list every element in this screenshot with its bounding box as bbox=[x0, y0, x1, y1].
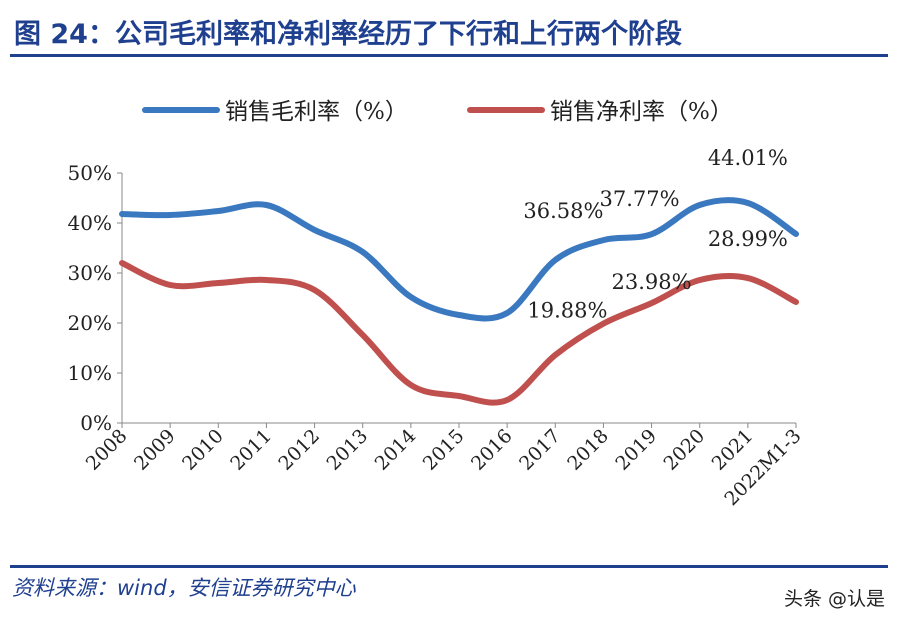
legend-label-0: 销售毛利率（%） bbox=[225, 99, 408, 125]
y-tick-label: 30% bbox=[68, 261, 112, 285]
data-label: 28.99% bbox=[708, 227, 788, 251]
legend-label-1: 销售净利率（%） bbox=[550, 99, 733, 125]
x-tick-label: 2019 bbox=[611, 425, 661, 475]
x-tick-label: 2012 bbox=[274, 425, 324, 475]
x-tick-label: 2010 bbox=[178, 425, 228, 475]
data-label: 37.77% bbox=[600, 187, 680, 211]
y-tick-label: 10% bbox=[68, 361, 112, 385]
y-tick-label: 20% bbox=[68, 311, 112, 335]
data-label: 19.88% bbox=[527, 299, 607, 323]
line-chart: 0%10%20%30%40%50%20082009201020112012201… bbox=[68, 99, 806, 510]
x-tick-label: 2020 bbox=[659, 425, 709, 475]
x-tick-label: 2015 bbox=[419, 425, 469, 475]
y-tick-label: 50% bbox=[68, 161, 112, 185]
x-tick-label: 2016 bbox=[467, 425, 517, 475]
data-label: 44.01% bbox=[708, 146, 788, 170]
figure-title: 图 24：公司毛利率和净利率经历了下行和上行两个阶段 bbox=[14, 19, 682, 50]
x-tick-label: 2009 bbox=[130, 425, 180, 475]
x-tick-label: 2013 bbox=[322, 425, 372, 475]
data-label: 36.58% bbox=[523, 199, 603, 223]
x-tick-label: 2011 bbox=[226, 425, 276, 475]
data-label: 23.98% bbox=[612, 270, 692, 294]
x-tick-label: 2017 bbox=[515, 425, 565, 475]
y-tick-label: 0% bbox=[80, 411, 112, 435]
watermark: 头条 @认是 bbox=[783, 588, 885, 610]
y-tick-label: 40% bbox=[68, 211, 112, 235]
x-tick-label: 2014 bbox=[371, 425, 421, 475]
footer-rule bbox=[10, 565, 888, 568]
series-line-0 bbox=[119, 197, 799, 322]
series-line-1 bbox=[119, 260, 799, 406]
x-tick-label: 2018 bbox=[563, 425, 613, 475]
source-note: 资料来源：wind，安信证券研究中心 bbox=[12, 576, 356, 600]
title-rule bbox=[10, 54, 888, 57]
